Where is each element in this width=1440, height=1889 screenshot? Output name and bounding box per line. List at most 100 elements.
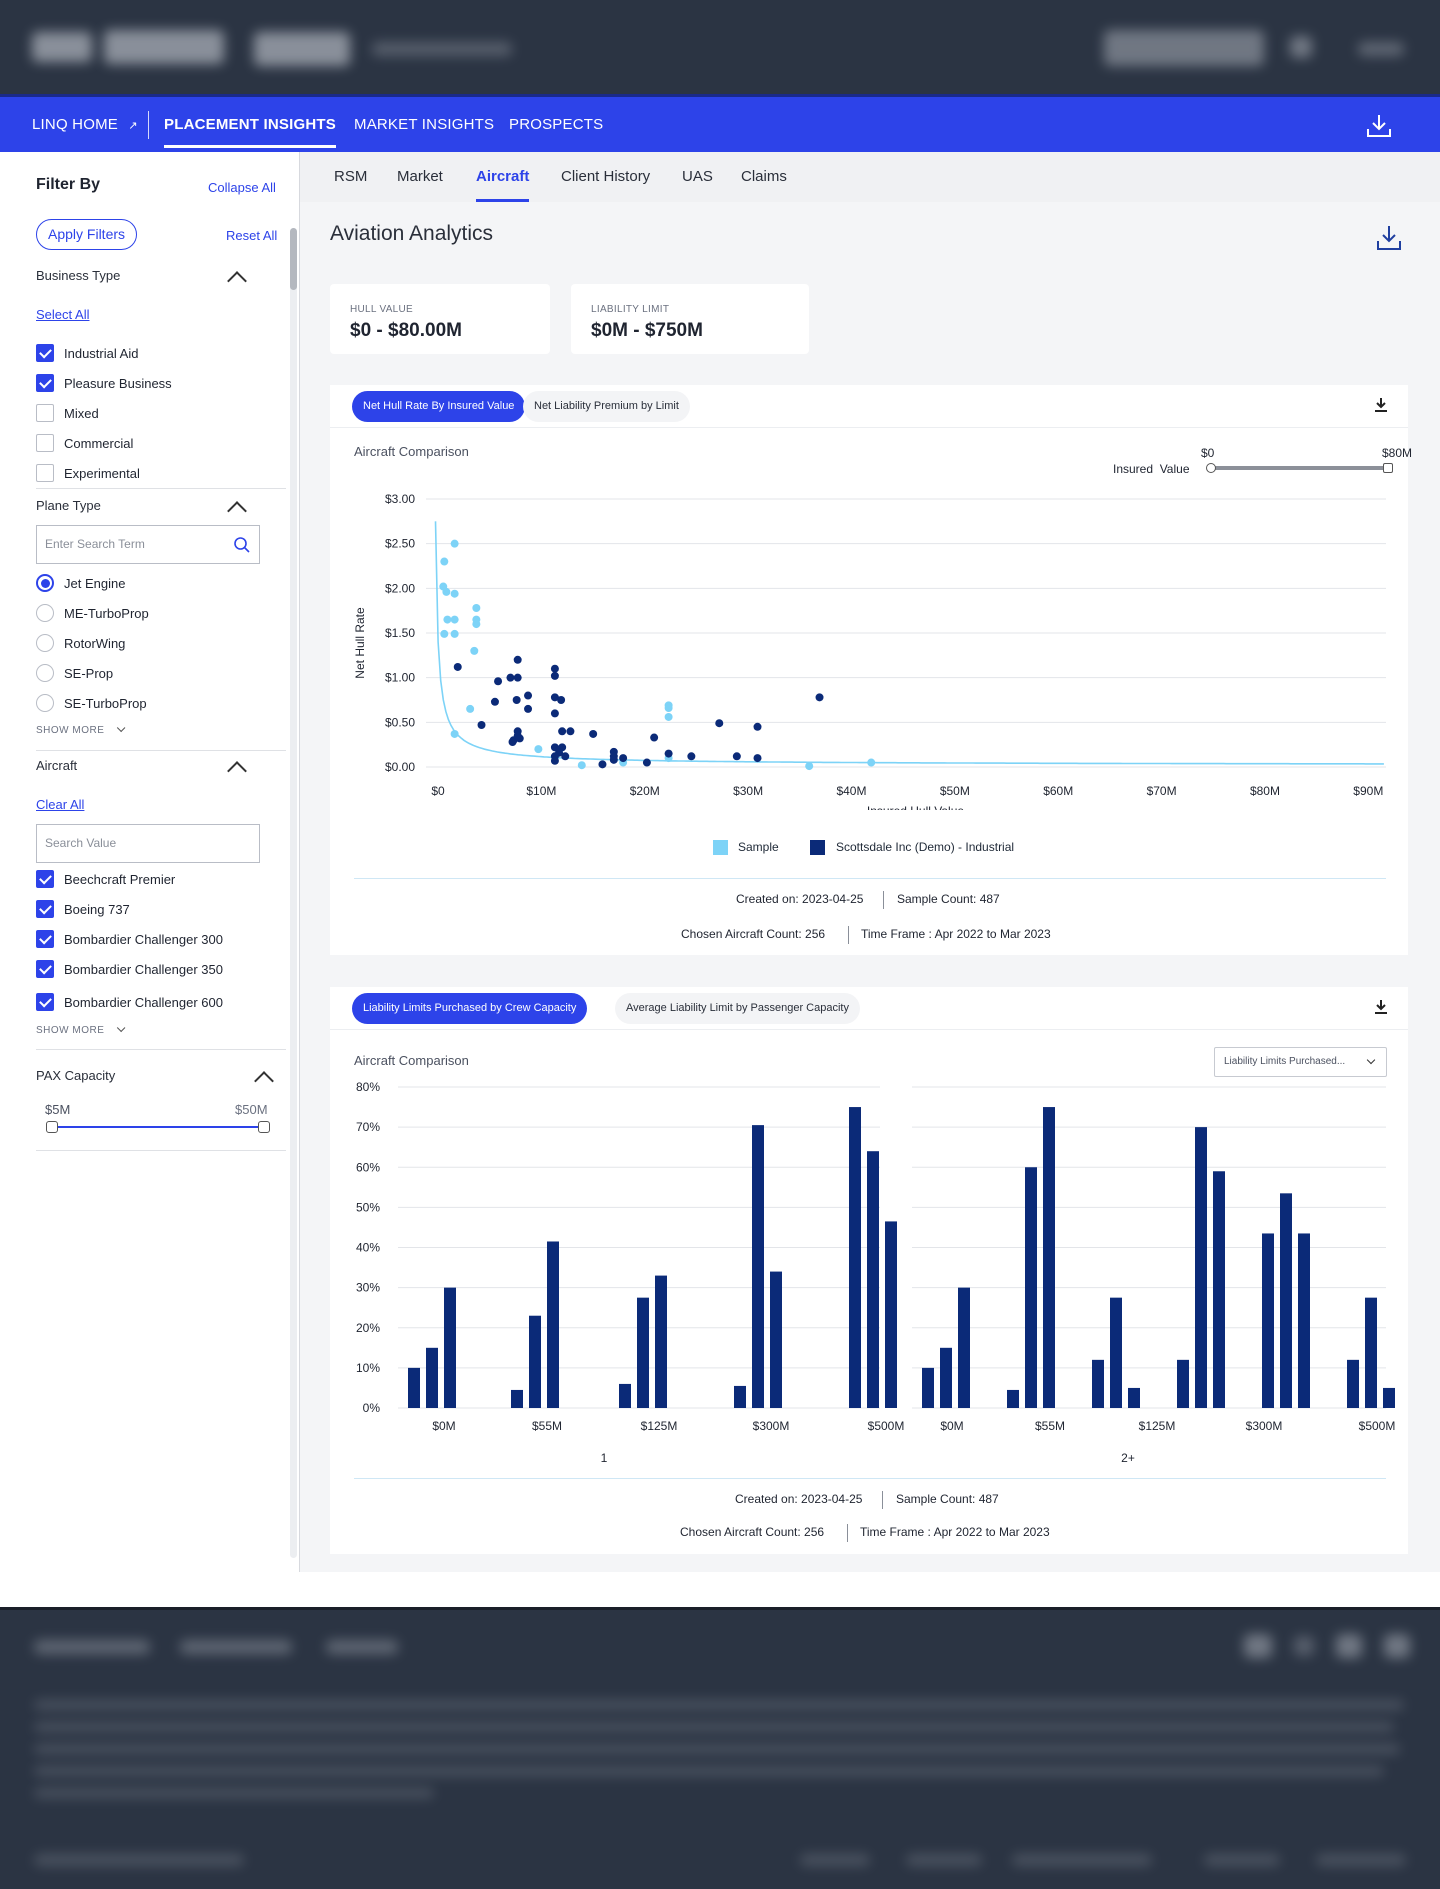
radio-button[interactable] xyxy=(36,574,54,592)
radio-button[interactable] xyxy=(36,694,54,712)
chevron-up-icon[interactable] xyxy=(227,761,247,781)
checkbox[interactable] xyxy=(36,960,54,978)
chevron-up-icon[interactable] xyxy=(227,501,247,521)
aircraft-option[interactable]: Bombardier Challenger 600 xyxy=(36,991,223,1013)
pill-liability-limits-crew[interactable]: Liability Limits Purchased by Crew Capac… xyxy=(352,993,588,1024)
nav-linq-home-label: LINQ HOME xyxy=(32,116,118,133)
checkbox[interactable] xyxy=(36,434,54,452)
checkbox[interactable] xyxy=(36,404,54,422)
search-icon[interactable] xyxy=(233,536,251,554)
business-type-option[interactable]: Mixed xyxy=(36,402,99,424)
social-icon[interactable] xyxy=(1294,1636,1314,1656)
checkbox[interactable] xyxy=(36,993,54,1011)
aircraft-option[interactable]: Boeing 737 xyxy=(36,898,130,920)
help-icon[interactable] xyxy=(1358,42,1404,56)
client-point xyxy=(732,752,741,761)
radio-button[interactable] xyxy=(36,664,54,682)
apply-filters-button[interactable]: Apply Filters xyxy=(36,219,138,250)
business-type-option[interactable]: Experimental xyxy=(36,462,140,484)
tab-rsm[interactable]: RSM xyxy=(334,168,368,185)
client-point xyxy=(650,733,659,742)
reset-all-link[interactable]: Reset All xyxy=(226,228,278,243)
aircraft-option[interactable]: Bombardier Challenger 350 xyxy=(36,958,223,980)
nav-linq-home[interactable]: LINQ HOME ↗ xyxy=(32,97,138,152)
tab-client-history[interactable]: Client History xyxy=(561,168,651,185)
plane-type-option[interactable]: ME-TurboProp xyxy=(36,602,149,624)
chart-subtitle: Aircraft Comparison xyxy=(354,1053,469,1068)
download-icon[interactable] xyxy=(1374,397,1388,413)
business-type-title: Business Type xyxy=(36,268,121,283)
aircraft-title: Aircraft xyxy=(36,758,78,773)
chevron-up-icon[interactable] xyxy=(254,1071,274,1091)
aircraft-search-input[interactable]: Search Value xyxy=(36,824,260,863)
checkbox[interactable] xyxy=(36,374,54,392)
footer-link[interactable] xyxy=(800,1854,870,1866)
pax-slider-max-handle[interactable] xyxy=(258,1121,270,1133)
social-icon[interactable] xyxy=(1384,1634,1410,1658)
select-all-link[interactable]: Select All xyxy=(36,307,90,322)
social-icon[interactable] xyxy=(1244,1634,1272,1658)
pax-slider-track[interactable] xyxy=(52,1126,264,1128)
bar xyxy=(511,1389,523,1408)
download-icon[interactable] xyxy=(1375,224,1403,252)
tab-aircraft[interactable]: Aircraft xyxy=(476,168,530,202)
chevron-down-icon xyxy=(1366,1055,1376,1065)
tab-uas[interactable]: UAS xyxy=(682,168,713,185)
checkbox[interactable] xyxy=(36,900,54,918)
footer-link[interactable] xyxy=(1316,1854,1406,1866)
plane-type-option[interactable]: Jet Engine xyxy=(36,572,125,594)
aircraft-show-more[interactable]: SHOW MORE xyxy=(36,1023,126,1036)
footer-link[interactable] xyxy=(326,1640,398,1654)
checkbox[interactable] xyxy=(36,930,54,948)
nav-placement-insights[interactable]: PLACEMENT INSIGHTS xyxy=(164,97,336,152)
plane-type-option[interactable]: SE-Prop xyxy=(36,662,113,684)
sidebar-scrollbar[interactable] xyxy=(290,228,297,1558)
radio-button[interactable] xyxy=(36,634,54,652)
business-type-option[interactable]: Pleasure Business xyxy=(36,372,172,394)
footer-disclaimer xyxy=(34,1766,1384,1776)
avatar[interactable] xyxy=(1104,30,1264,66)
client-point xyxy=(561,752,570,761)
radio-button[interactable] xyxy=(36,604,54,622)
pax-slider-min-handle[interactable] xyxy=(46,1121,58,1133)
plane-type-option[interactable]: RotorWing xyxy=(36,632,125,654)
clear-all-link[interactable]: Clear All xyxy=(36,797,85,812)
collapse-all-link[interactable]: Collapse All xyxy=(208,180,276,195)
footer-link[interactable] xyxy=(180,1640,292,1654)
download-icon[interactable] xyxy=(1374,999,1388,1015)
sidebar-scrollbar-thumb[interactable] xyxy=(290,228,297,290)
tab-claims[interactable]: Claims xyxy=(741,168,787,185)
checkbox[interactable] xyxy=(36,344,54,362)
pill-average-liability-passenger[interactable]: Average Liability Limit by Passenger Cap… xyxy=(615,993,860,1024)
footer-link[interactable] xyxy=(906,1854,982,1866)
footer-link[interactable] xyxy=(1012,1854,1152,1866)
aircraft-option[interactable]: Bombardier Challenger 300 xyxy=(36,928,223,950)
insured-value-slider-min-handle[interactable] xyxy=(1206,463,1216,473)
pill-net-hull-rate[interactable]: Net Hull Rate By Insured Value xyxy=(352,391,526,422)
nav-market-insights[interactable]: MARKET INSIGHTS xyxy=(354,116,495,133)
plane-type-search-input[interactable]: Enter Search Term xyxy=(36,525,260,564)
nav-prospects[interactable]: PROSPECTS xyxy=(509,116,604,133)
business-type-option[interactable]: Industrial Aid xyxy=(36,342,138,364)
checkbox[interactable] xyxy=(36,870,54,888)
insured-value-slider-max-handle[interactable] xyxy=(1383,463,1393,473)
bell-icon[interactable] xyxy=(1290,36,1312,58)
business-type-option-label: Mixed xyxy=(64,405,99,421)
insured-value-slider-track[interactable] xyxy=(1212,466,1388,470)
plane-type-show-more[interactable]: SHOW MORE xyxy=(36,723,126,736)
footer-link[interactable] xyxy=(1204,1854,1280,1866)
social-icon[interactable] xyxy=(1336,1634,1362,1658)
business-type-option[interactable]: Commercial xyxy=(36,432,133,454)
chart-metric-dropdown[interactable]: Liability Limits Purchased... xyxy=(1214,1047,1387,1077)
pill-net-liability-premium[interactable]: Net Liability Premium by Limit xyxy=(523,391,690,422)
download-icon[interactable] xyxy=(1365,113,1393,139)
aircraft-option[interactable]: Beechcraft Premier xyxy=(36,868,175,890)
checkbox[interactable] xyxy=(36,464,54,482)
chevron-up-icon[interactable] xyxy=(227,271,247,291)
tab-market[interactable]: Market xyxy=(397,168,443,185)
plane-type-search-placeholder: Enter Search Term xyxy=(45,537,145,551)
client-point xyxy=(550,693,559,702)
footer-link[interactable] xyxy=(34,1640,150,1654)
plane-type-option[interactable]: SE-TurboProp xyxy=(36,692,147,714)
client-point xyxy=(524,691,533,700)
